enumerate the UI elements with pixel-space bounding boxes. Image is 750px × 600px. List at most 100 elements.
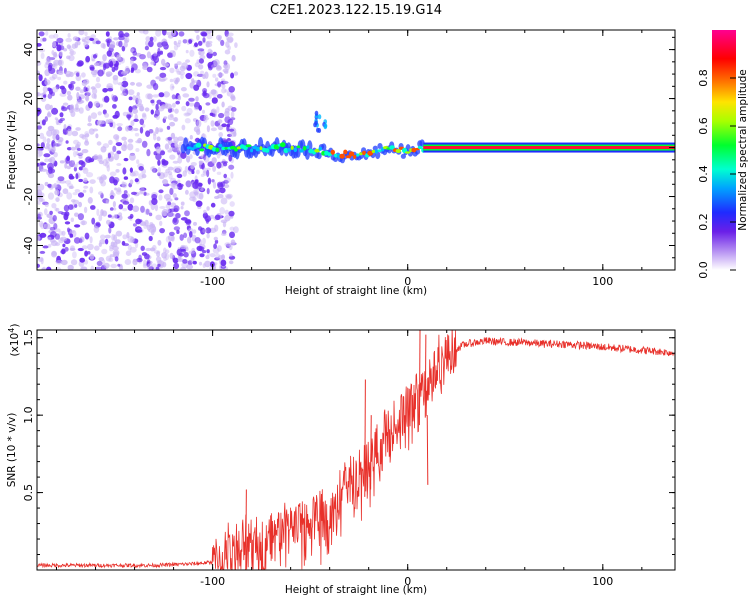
noise-dot [88,158,95,163]
noise-dot [47,192,55,200]
noise-dot [63,124,67,130]
y-tick-label: -40 [22,237,35,255]
noise-dot [113,207,117,211]
noise-dot [128,96,133,101]
noise-dot [178,182,182,187]
noise-dot [222,68,229,73]
noise-dot [209,112,214,117]
noise-dot [189,102,195,107]
noise-dot [61,248,66,255]
noise-dot [43,153,51,158]
noise-dot [98,214,103,222]
noise-dot [39,132,45,140]
noise-dot [58,119,63,124]
noise-dot [150,61,155,65]
noise-dot [132,205,140,213]
noise-dot [95,40,101,45]
noise-dot [217,81,222,88]
noise-dot [173,262,180,270]
noise-dot [125,125,130,132]
noise-dot [167,114,174,121]
noise-dot [69,104,75,111]
noise-dot [165,168,170,174]
noise-dot [223,80,228,84]
narrow-band-inner [423,146,675,150]
noise-dot [155,153,162,161]
noise-dot [115,142,123,147]
noise-dot [122,201,130,205]
noise-dot [210,89,217,95]
noise-dot [128,106,133,113]
snr-axes: -100 0 100 0.5 1.0 1.5 [22,329,675,588]
noise-dot [46,142,50,148]
noise-dot [48,67,56,74]
band-core [302,146,307,151]
band-spur [317,128,322,133]
noise-dot [89,253,95,260]
noise-dot [199,253,205,258]
noise-dot [133,127,139,132]
noise-dot [137,137,143,144]
noise-dot [187,170,193,175]
noise-dot [127,203,134,211]
noise-dot [108,44,116,49]
noise-dot [37,147,41,155]
noise-dot [214,195,220,200]
noise-dot [151,168,158,173]
noise-dot [221,83,226,89]
noise-dot [90,205,96,210]
noise-dot [95,83,102,89]
noise-dot [151,197,158,206]
noise-dot [144,45,149,51]
snr-spike [424,334,427,418]
noise-dot [196,34,200,41]
band-core [199,148,205,152]
noise-dot [162,30,167,36]
noise-dot [153,133,157,141]
noise-dot [112,201,116,208]
noise-dot [70,217,75,223]
noise-dot [159,220,163,226]
noise-dot [204,114,208,118]
noise-dot [89,179,96,185]
noise-dot [184,112,192,116]
noise-dot [74,212,79,217]
snr-x-label: Height of straight line (km) [285,584,427,596]
noise-dot [100,146,107,153]
noise-dot [188,97,195,102]
noise-dot [130,58,134,66]
noise-dot [138,166,144,171]
noise-dot [134,178,139,183]
band-core [259,146,263,151]
noise-dot [189,49,195,57]
noise-dot [91,217,96,225]
noise-dot [224,209,229,215]
noise-dot [169,67,175,74]
noise-dot [224,214,231,222]
noise-dot [126,232,130,239]
noise-dot [159,66,167,71]
noise-dot [202,73,206,80]
noise-dot [167,201,172,206]
noise-dot [155,266,160,270]
noise-dot [224,89,228,93]
noise-dot [52,133,57,141]
noise-dot [107,87,114,92]
noise-dot [111,234,115,241]
noise-dot [177,136,184,141]
noise-dot [81,245,88,250]
noise-dot [117,126,123,132]
noise-dot [65,37,72,43]
spectrogram-x-label: Height of straight line (km) [285,285,427,297]
band-core [404,151,411,154]
noise-dot [154,109,160,117]
noise-dot [109,60,114,68]
noise-dot [37,200,41,205]
noise-dot [147,93,153,100]
noise-dot [81,80,88,87]
noise-dot [183,232,188,239]
noise-dot [173,40,177,46]
noise-dot [157,159,161,166]
noise-dot [229,231,235,239]
noise-dot [55,134,60,141]
